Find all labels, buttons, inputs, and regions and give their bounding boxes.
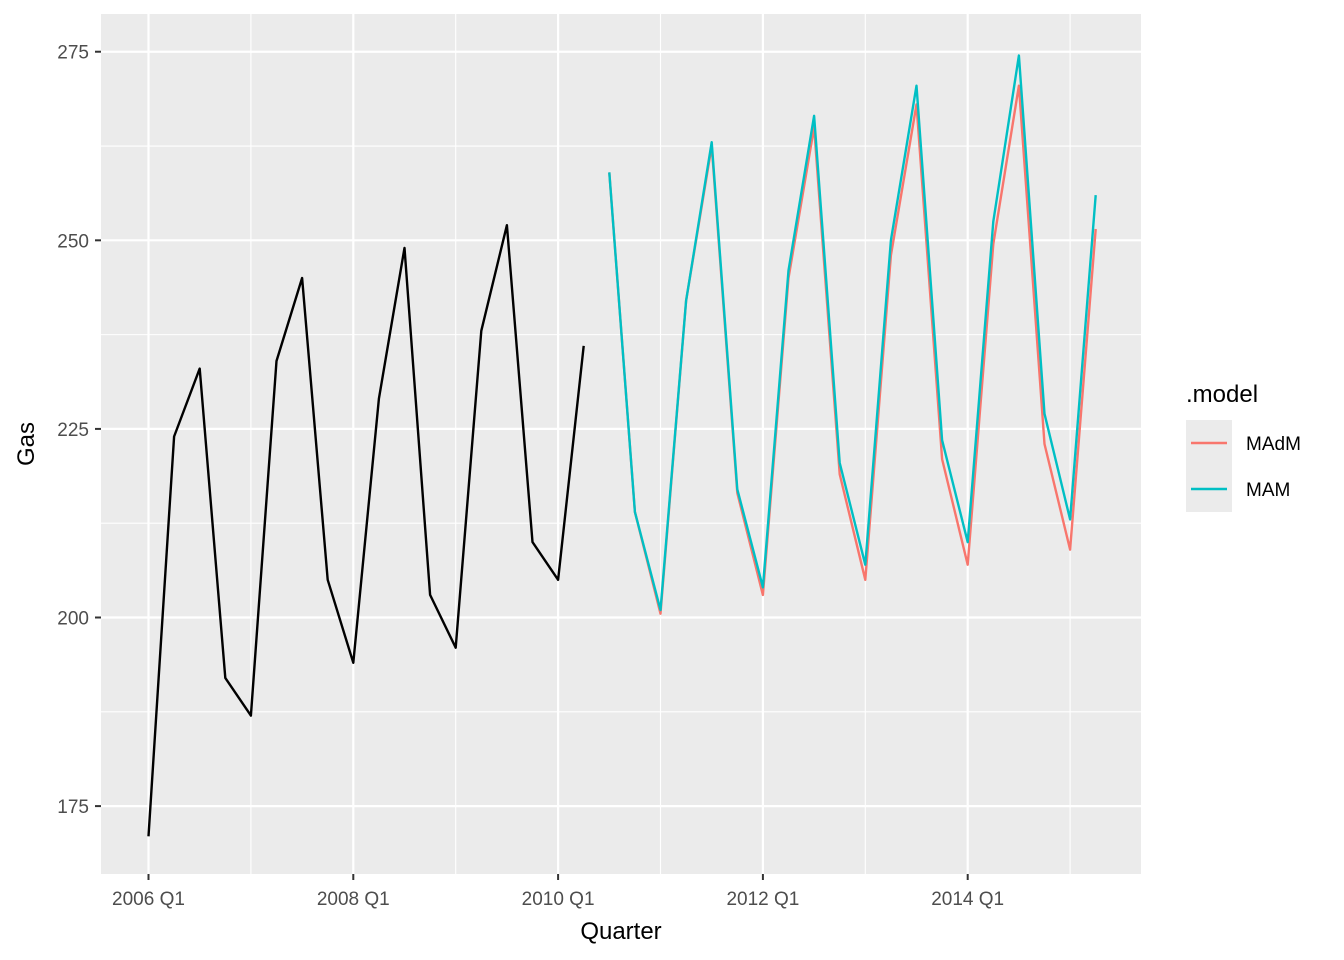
y-tick-label: 275 [57, 43, 89, 64]
x-tick-label: 2006 Q1 [112, 889, 185, 910]
series-line-mam [608, 54, 1097, 612]
x-tick-label: 2010 Q1 [522, 889, 595, 910]
history-line [147, 223, 585, 837]
legend: .model MAdM MAM [1186, 381, 1301, 512]
major-gridlines [101, 14, 1141, 874]
y-tick-label: 200 [57, 609, 89, 630]
y-tick-label: 225 [57, 420, 89, 441]
x-axis-title: Quarter [580, 918, 661, 945]
legend-label-mam: MAM [1246, 480, 1290, 501]
legend-title: .model [1186, 381, 1258, 408]
x-axis: 2006 Q1 2008 Q1 2010 Q1 2012 Q1 2014 Q1 [112, 874, 1004, 910]
panel-background [101, 14, 1141, 874]
legend-label-madm: MAdM [1246, 434, 1301, 455]
x-tick-label: 2012 Q1 [726, 889, 799, 910]
y-tick-label: 250 [57, 231, 89, 252]
y-axis: 175 200 225 250 275 [57, 43, 101, 818]
data-lines [147, 54, 1097, 837]
y-tick-label: 175 [57, 797, 89, 818]
y-axis-title: Gas [13, 422, 40, 466]
x-tick-label: 2014 Q1 [931, 889, 1004, 910]
x-tick-label: 2008 Q1 [317, 889, 390, 910]
